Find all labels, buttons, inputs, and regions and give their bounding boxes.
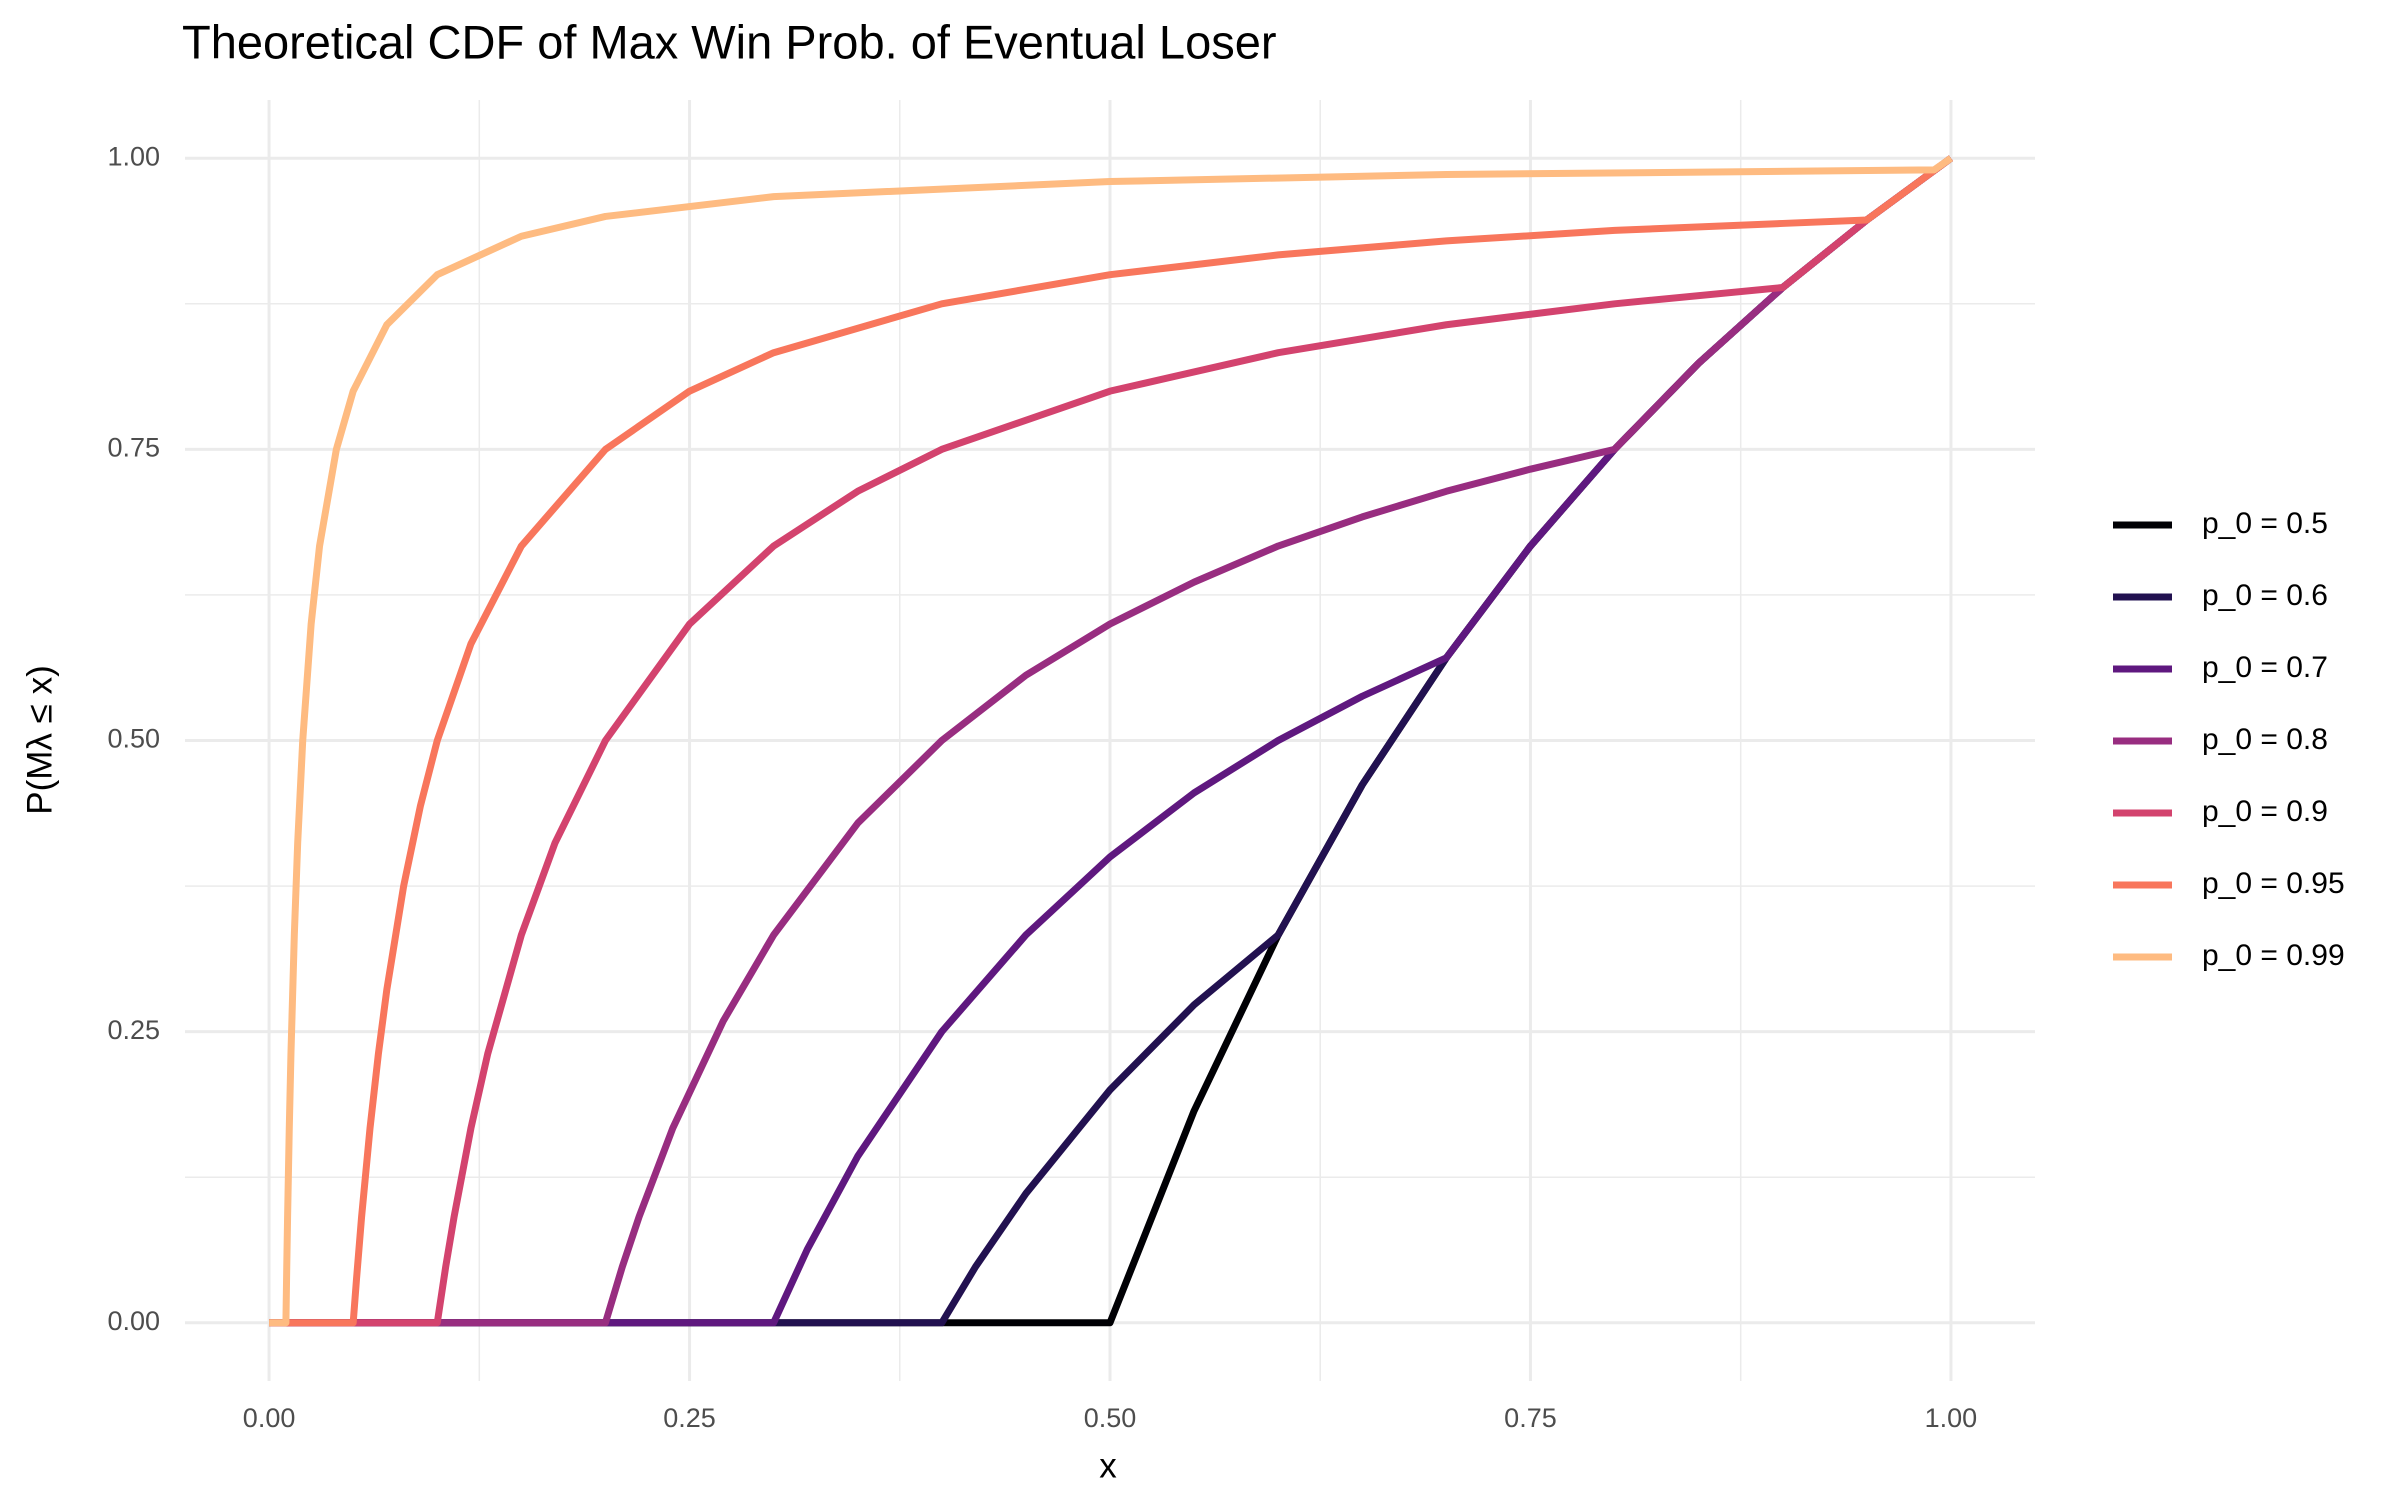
y-tick-label: 0.75	[107, 432, 160, 462]
legend-label: p_0 = 0.8	[2202, 723, 2328, 756]
y-tick-label: 0.25	[107, 1015, 160, 1045]
legend-label: p_0 = 0.5	[2202, 507, 2328, 540]
y-tick-label: 1.00	[107, 141, 160, 171]
series-line	[269, 155, 1953, 1327]
x-tick-label: 0.00	[243, 1403, 296, 1433]
legend-label: p_0 = 0.6	[2202, 579, 2328, 612]
y-tick-label: 0.00	[107, 1306, 160, 1336]
x-tick-label: 0.75	[1504, 1403, 1557, 1433]
chart-title: Theoretical CDF of Max Win Prob. of Even…	[182, 15, 1277, 68]
y-tick-label: 0.50	[107, 724, 160, 754]
legend-label: p_0 = 0.9	[2202, 795, 2328, 828]
legend-label: p_0 = 0.99	[2202, 939, 2345, 972]
x-tick-label: 0.50	[1084, 1403, 1137, 1433]
legend-label: p_0 = 0.95	[2202, 867, 2345, 900]
series-line	[269, 155, 1953, 1327]
x-tick-label: 1.00	[1925, 1403, 1978, 1433]
y-axis-label: P(Mλ ≤ x)	[20, 665, 59, 814]
legend-label: p_0 = 0.7	[2202, 651, 2328, 684]
series-line	[269, 155, 1953, 1327]
series-line	[269, 155, 1953, 1327]
x-axis-label: x	[1099, 1446, 1117, 1485]
x-tick-label: 0.25	[663, 1403, 716, 1433]
